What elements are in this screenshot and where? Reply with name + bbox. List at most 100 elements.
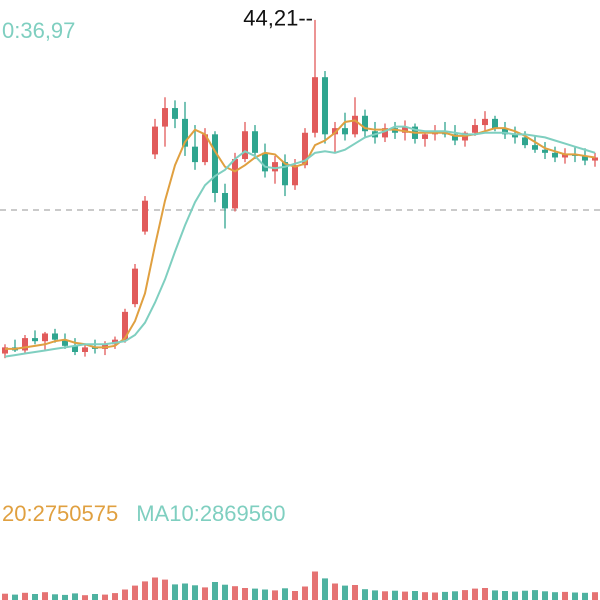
candle-body	[252, 131, 258, 153]
volume-bar	[312, 571, 318, 600]
volume-bar	[342, 585, 348, 600]
volume-bar	[322, 578, 328, 600]
volume-bar	[102, 594, 108, 600]
volume-bar	[482, 588, 488, 600]
volume-bar	[252, 588, 258, 600]
candle-body	[342, 128, 348, 135]
volume-bar	[182, 583, 188, 600]
volume-bar	[582, 592, 588, 600]
candle-body	[242, 131, 248, 160]
moving-average-line	[4, 125, 596, 358]
volume-ma-label: MA10:2869560	[136, 501, 285, 526]
volume-bar	[462, 590, 468, 600]
volume-bar	[542, 591, 548, 600]
candle-body	[72, 345, 78, 352]
candle-body	[542, 149, 548, 153]
candle-body	[122, 311, 128, 340]
volume-bar	[432, 592, 438, 600]
candle-body	[332, 128, 338, 135]
volume-bar	[452, 591, 458, 600]
candle-body	[362, 115, 368, 132]
volume-bar	[532, 590, 538, 600]
volume-bar	[562, 591, 568, 600]
candle-body	[272, 162, 278, 172]
candle-body	[322, 77, 328, 135]
volume-bar	[232, 586, 238, 600]
volume-bar	[2, 593, 8, 600]
candle-body	[182, 118, 188, 147]
candle-body	[582, 155, 588, 161]
candle-body	[472, 125, 478, 133]
candle-body	[2, 347, 8, 354]
candle-body	[202, 134, 208, 163]
volume-bar	[222, 584, 228, 600]
volume-bar	[62, 594, 68, 600]
candle-body	[382, 128, 388, 138]
candle-body	[352, 115, 358, 135]
volume-bar	[112, 593, 118, 600]
volume-bar	[12, 594, 18, 600]
volume-bar	[262, 589, 268, 600]
volume-bar	[572, 592, 578, 600]
candle-body	[192, 146, 198, 163]
candle-body	[312, 77, 318, 133]
volume-bar	[192, 585, 198, 600]
candle-body	[222, 192, 228, 209]
volume-ma-label: 20:2750575	[2, 501, 118, 526]
candle-body	[52, 333, 58, 340]
candle-body	[552, 152, 558, 158]
volume-bar	[422, 592, 428, 600]
volume-bar	[292, 591, 298, 600]
candle-body	[162, 108, 168, 127]
candle-body	[22, 338, 28, 351]
volume-bar	[352, 585, 358, 600]
volume-bar	[52, 594, 58, 600]
candle-body	[282, 162, 288, 186]
volume-bar	[332, 583, 338, 600]
volume-bar	[82, 595, 88, 600]
volume-bar	[22, 592, 28, 600]
volume-bar	[302, 586, 308, 600]
volume-bar	[282, 588, 288, 600]
volume-bar	[212, 582, 218, 600]
volume-bar	[162, 579, 168, 600]
moving-average-line	[5, 119, 596, 350]
volume-bar	[92, 594, 98, 600]
volume-bar	[272, 590, 278, 600]
volume-bar	[122, 589, 128, 600]
candle-body	[142, 200, 148, 232]
candle-body	[262, 152, 268, 172]
candle-body	[522, 137, 528, 146]
high-label: 44,21--	[243, 6, 313, 31]
volume-bar	[202, 587, 208, 600]
candle-body	[232, 159, 238, 209]
candle-body	[32, 338, 38, 342]
volume-bar	[132, 585, 138, 600]
candle-body	[212, 134, 218, 193]
volume-bar	[502, 591, 508, 600]
volume-bar	[522, 590, 528, 600]
candle-body	[422, 134, 428, 139]
volume-bar	[492, 590, 498, 600]
candle-body	[492, 118, 498, 129]
candle-body	[132, 268, 138, 305]
candle-body	[562, 154, 568, 158]
candle-body	[512, 134, 518, 138]
volume-bar	[592, 592, 598, 600]
candle-body	[42, 333, 48, 342]
volume-bar	[362, 589, 368, 600]
volume-bar	[442, 591, 448, 600]
volume-bar	[402, 591, 408, 600]
candle-body	[502, 128, 508, 135]
candle-body	[592, 157, 598, 161]
volume-bar	[172, 584, 178, 600]
volume-bar	[392, 590, 398, 600]
volume-bar	[142, 581, 148, 600]
volume-bar	[242, 588, 248, 600]
volume-bar	[472, 588, 478, 600]
candle-body	[172, 108, 178, 119]
candle-body	[452, 134, 458, 141]
candle-body	[292, 165, 298, 186]
